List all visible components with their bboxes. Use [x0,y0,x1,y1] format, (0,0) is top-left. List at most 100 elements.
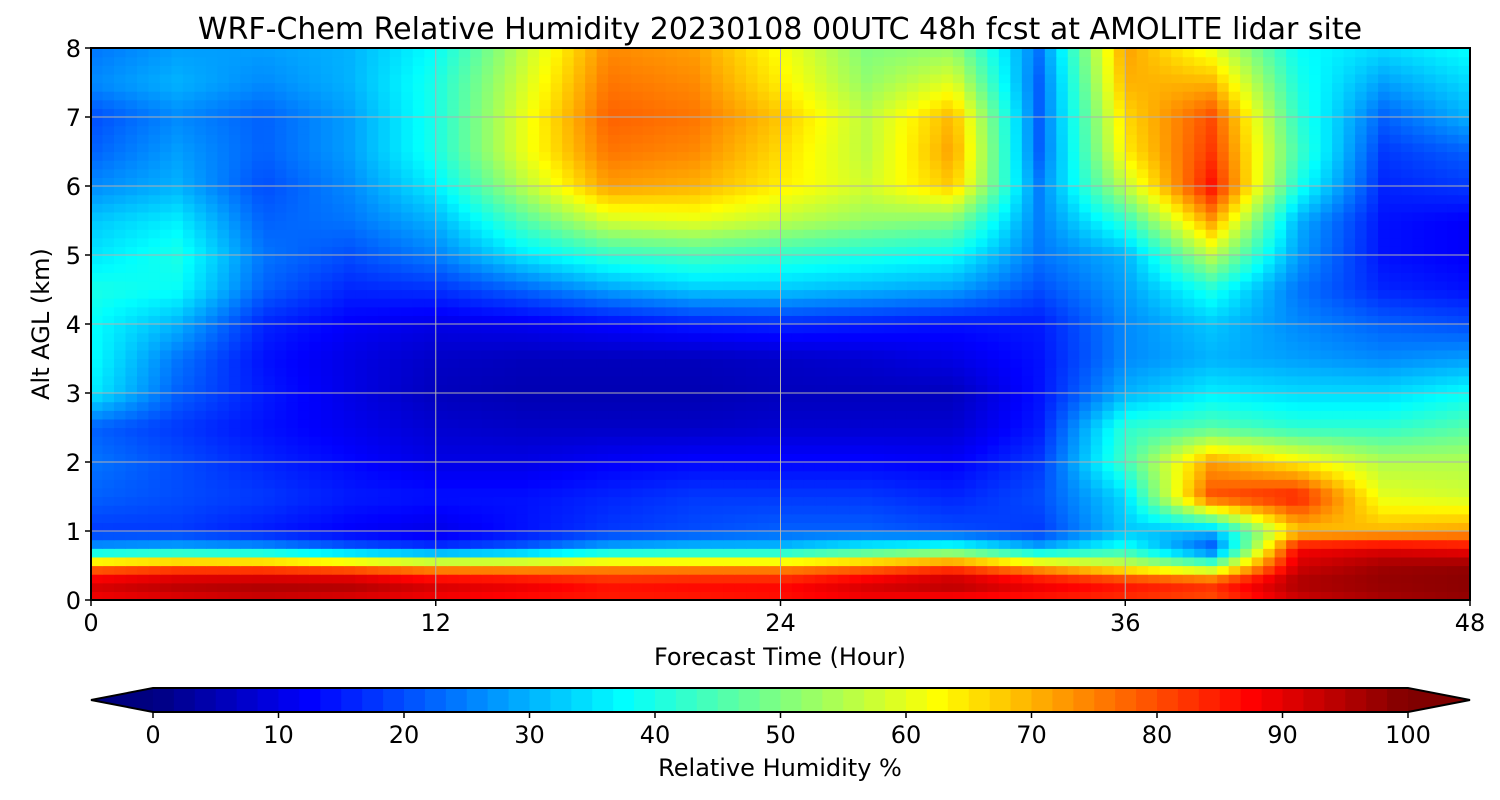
heatmap-cell [987,263,1000,273]
heatmap-cell [1010,255,1023,265]
heatmap-cell [734,358,747,368]
heatmap-cell [504,306,517,316]
heatmap-cell [1240,444,1253,454]
heatmap-cell [918,444,931,454]
heatmap-cell [171,556,184,567]
heatmap-cell [493,522,506,532]
heatmap-cell [1320,375,1333,385]
heatmap-cell [1263,531,1276,541]
heatmap-cell [332,444,345,454]
heatmap-cell [1010,341,1023,351]
heatmap-cell [320,548,333,558]
heatmap-cell [1171,462,1184,472]
heatmap-cell [1424,453,1437,463]
heatmap-cell [389,315,402,325]
heatmap-cell [286,263,299,273]
heatmap-cell [447,246,460,256]
heatmap-cell [125,393,138,403]
heatmap-cell [1067,582,1080,592]
heatmap-cell [688,393,701,403]
heatmap-cell [481,462,494,472]
heatmap-cell [274,574,287,584]
heatmap-cell [1113,358,1126,368]
heatmap-cell [608,375,621,385]
heatmap-cell [734,487,747,498]
heatmap-cell [1435,246,1448,256]
heatmap-cell [274,315,287,325]
heatmap-cell [1343,487,1356,498]
heatmap-cell [952,289,965,299]
heatmap-cell [1378,462,1391,472]
heatmap-cell [355,349,368,360]
heatmap-cell [631,444,644,454]
heatmap-cell [113,453,127,463]
heatmap-cell [803,418,816,429]
heatmap-cell [91,272,104,282]
heatmap-cell [1228,306,1241,316]
heatmap-cell [412,393,425,403]
heatmap-cell [297,565,310,575]
heatmap-cell [159,410,173,420]
heatmap-cell [895,487,908,498]
heatmap-cell [573,358,586,368]
heatmap-cell [826,332,839,342]
heatmap-cell [803,591,816,601]
heatmap-cell [217,237,230,247]
heatmap-cell [1102,487,1115,498]
heatmap-cell [677,410,690,420]
heatmap-cell [470,565,483,575]
heatmap-cell [91,531,104,541]
heatmap-cell [401,272,414,282]
heatmap-cell [941,522,954,532]
heatmap-cell [723,298,736,308]
heatmap-cell [1044,255,1057,265]
heatmap-cell [1148,539,1161,549]
heatmap-cell [688,453,701,463]
heatmap-cell [826,349,839,360]
heatmap-cell [1401,556,1414,567]
heatmap-cell [941,470,954,480]
heatmap-cell [1263,393,1276,403]
heatmap-cell [711,289,724,299]
heatmap-cell [159,505,173,515]
heatmap-cell [769,349,782,360]
heatmap-cell [504,237,517,247]
heatmap-cell [1251,280,1264,291]
heatmap-cell [412,315,425,325]
heatmap-cell [148,255,161,265]
heatmap-cell [1435,367,1448,377]
heatmap-cell [1136,470,1149,480]
heatmap-cell [1320,462,1333,472]
heatmap-cell [596,367,609,377]
heatmap-cell [814,341,828,351]
heatmap-cell [102,505,115,515]
heatmap-cell [504,315,517,325]
heatmap-cell [987,324,1000,334]
heatmap-cell [895,375,908,385]
heatmap-cell [125,272,138,282]
heatmap-cell [837,548,851,558]
heatmap-cell [355,548,368,558]
heatmap-cell [332,531,345,541]
heatmap-cell [1182,513,1195,523]
heatmap-cell [872,496,885,506]
heatmap-cell [205,470,219,480]
heatmap-cell [1401,401,1414,411]
heatmap-cell [493,513,506,523]
heatmap-cell [711,341,724,351]
heatmap-cell [355,289,368,299]
heatmap-cell [1240,548,1253,558]
heatmap-cell [228,453,241,463]
heatmap-cell [297,470,310,480]
heatmap-cell [1320,505,1333,515]
heatmap-cell [700,574,713,584]
heatmap-cell [1412,565,1425,575]
heatmap-cell [723,574,736,584]
heatmap-cell [217,324,230,334]
heatmap-cell [1056,513,1069,523]
heatmap-cell [1228,401,1241,411]
heatmap-cell [1389,556,1402,567]
heatmap-cell [1343,246,1356,256]
heatmap-cell [1297,401,1310,411]
heatmap-cell [562,358,575,368]
